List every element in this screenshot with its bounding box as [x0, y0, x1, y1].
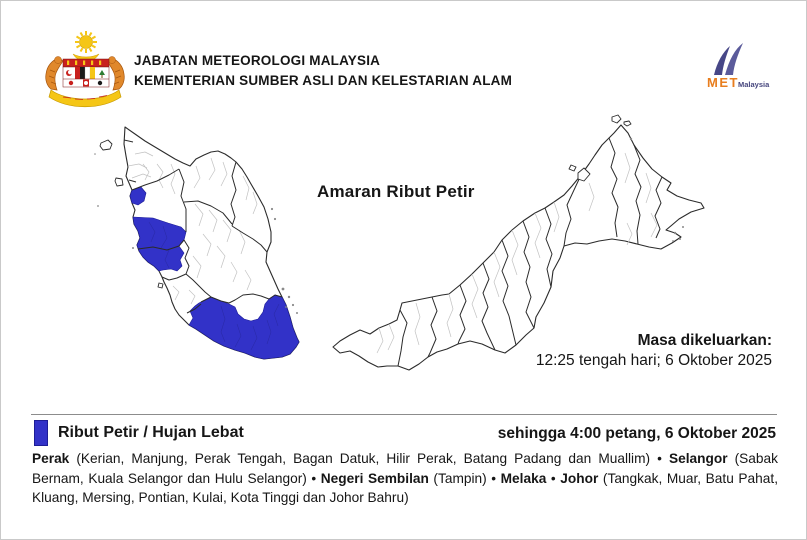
langkawi-island [99, 139, 113, 151]
agency-name: JABATAN METEOROLOGI MALAYSIA [134, 53, 381, 68]
crest-right-tiger-icon [106, 56, 125, 91]
malaysia-crest-icon [45, 31, 125, 107]
agency-header: JABATAN METEOROLOGI MALAYSIA KEMENTERIAN… [134, 51, 512, 91]
brunei-outline [577, 167, 591, 182]
met-logo-malaysia-text: Malaysia [738, 80, 770, 89]
map-title: Amaran Ribut Petir [317, 182, 475, 201]
met-malaysia-logo: MET Malaysia [707, 43, 770, 89]
crest-sun-icon [75, 31, 97, 53]
issued-value: 12:25 tengah hari; 6 Oktober 2025 [535, 352, 772, 369]
east-malaysia-map [332, 114, 705, 371]
highlighted-region-perak-selangor [132, 216, 187, 272]
penang-island [114, 177, 124, 187]
crest-banner-icon [48, 89, 122, 107]
peninsular-malaysia-map [94, 126, 300, 360]
legend-validity: sehingga 4:00 petang, 6 Oktober 2025 [497, 425, 776, 442]
met-swoosh-icon [714, 43, 743, 75]
divider-line [31, 414, 777, 415]
affected-areas-text: Perak (Kerian, Manjung, Perak Tengah, Ba… [32, 451, 778, 505]
issued-time-block: Masa dikeluarkan: 12:25 tengah hari; 6 O… [536, 331, 772, 371]
crest-left-tiger-icon [45, 56, 64, 91]
highlighted-region-melaka-johor [188, 294, 300, 360]
legend-swatch [34, 420, 48, 446]
legend-label: Ribut Petir / Hujan Lebat [58, 424, 244, 441]
met-logo-text: MET [707, 75, 739, 89]
ministry-name: KEMENTERIAN SUMBER ASLI DAN KELESTARIAN … [134, 73, 513, 88]
issued-label: Masa dikeluarkan: [637, 332, 772, 349]
crest-shield-icon [62, 58, 110, 88]
highlighted-region-kerian [129, 186, 147, 206]
